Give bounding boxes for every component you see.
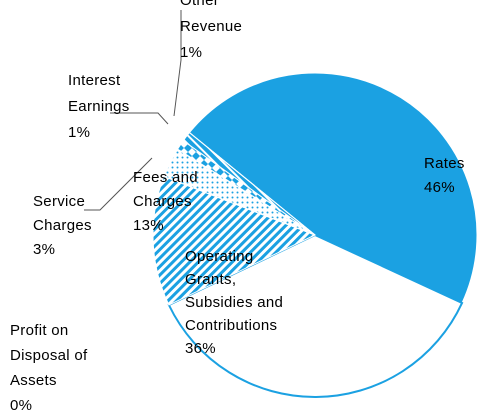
pie-slice [152,175,317,306]
slice-label: Fees and Charges 13% [133,166,211,238]
leader-line [110,112,169,125]
category-name: Operating Grants, Subsidies and Contribu… [185,248,284,334]
value-label: 1% [180,44,203,61]
pie-slice [167,233,464,398]
value-label: 46% [424,179,455,196]
category-name: Rates [424,155,465,172]
slice-label: Other Revenue 1% [180,0,252,66]
value-label: 36% [185,340,216,357]
category-name: Interest Earnings [68,72,130,115]
slice-label: Profit on Disposal of Assets 0% [10,318,102,412]
category-name: Fees and Charges [133,169,198,210]
category-name: Other Revenue [180,0,243,35]
value-label: 13% [133,217,164,234]
slice-label: Operating Grants, Subsidies and Contribu… [185,245,295,360]
category-name: Profit on Disposal of Assets [10,322,88,389]
leader-line [84,157,153,211]
pie-slice [182,131,316,236]
category-name: Service Charges [33,193,92,234]
value-label: 1% [68,124,91,141]
leader-line [173,10,182,117]
value-label: 3% [33,241,56,258]
slice-label: Interest Earnings 1% [68,68,140,146]
slice-label: Rates 46% [424,152,474,200]
value-label: 0% [10,397,33,412]
pie-slice [188,72,478,304]
slice-label: Service Charges 3% [33,190,103,262]
